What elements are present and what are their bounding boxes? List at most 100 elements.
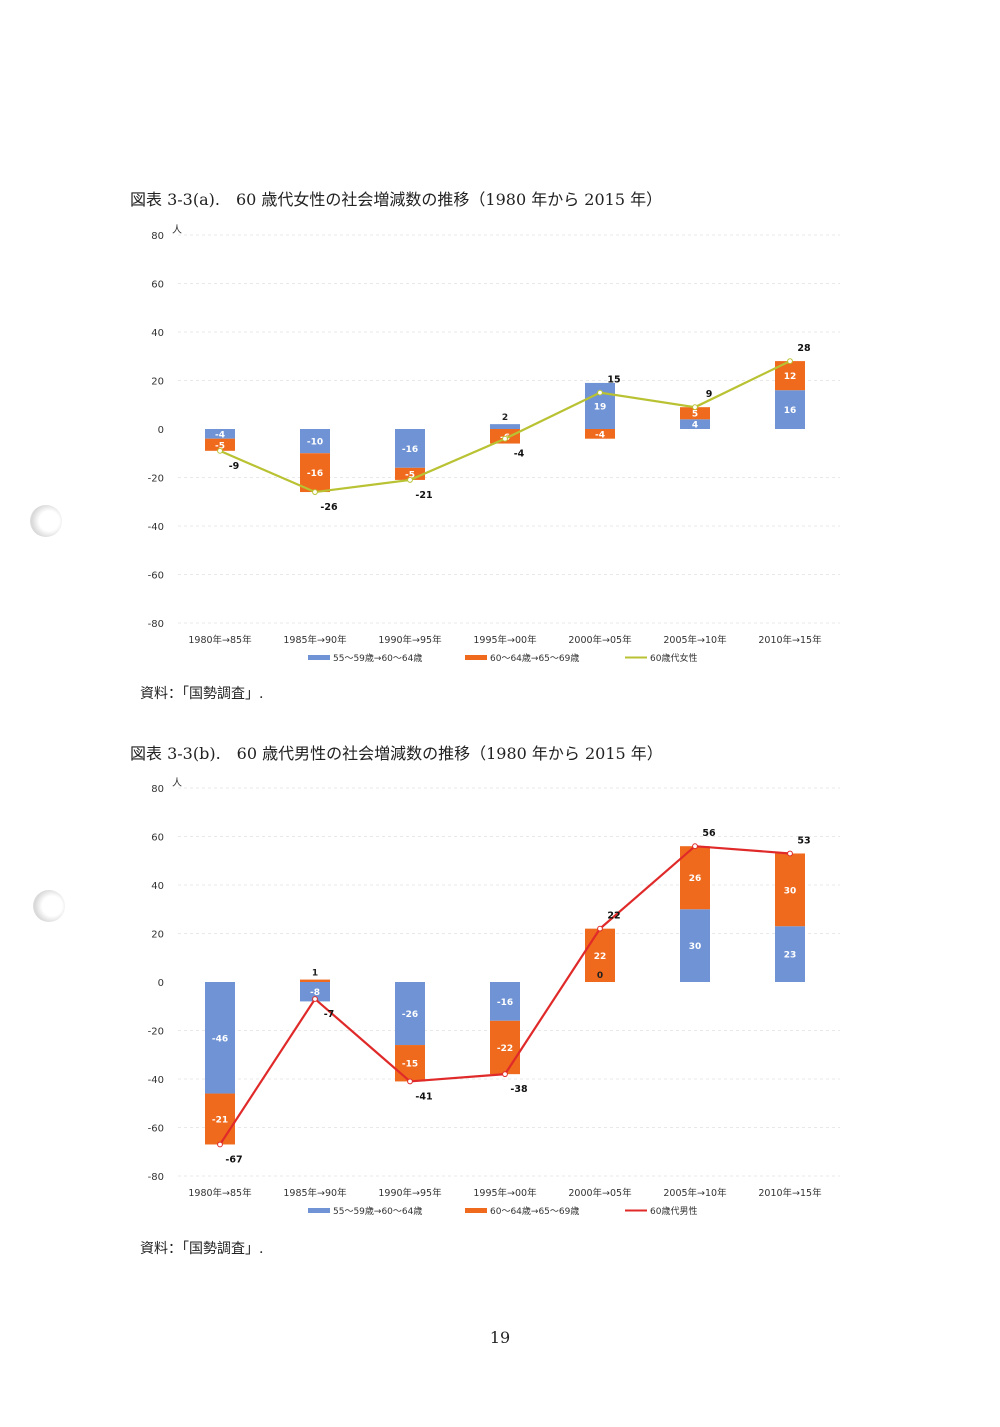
data-label-orange-1: -5 [215,441,225,451]
y-tick-label: 40 [151,328,164,339]
data-label-orange-1: -21 [212,1116,228,1126]
bar-6-orange [680,846,710,910]
figure-a-title: 図表 3-3(a). 60 歳代女性の社会増減数の推移（1980 年から 201… [130,190,663,209]
line-data-label: -9 [229,461,240,472]
y-tick-label: 60 [151,833,164,844]
figure-b-source: 資料：「国勢調査」. [140,1241,264,1257]
bar-6-orange [680,407,710,420]
line-point [597,925,603,932]
x-category-label: 2010年→15年 [758,1187,822,1199]
y-tick-label: -40 [148,1075,164,1086]
x-category-label: 2000年→05年 [568,634,632,646]
legend-label: 60～64歳→65～69歳 [490,652,579,664]
bar-3-blue [395,429,425,468]
bar-4-blue [490,424,520,429]
line-point [692,404,698,411]
x-category-label: 1985年→90年 [283,1187,347,1199]
bar-7-blue [775,926,805,982]
line-point [217,1141,223,1148]
legend-swatch [308,1208,330,1213]
y-tick-label: 0 [158,425,164,436]
data-label-orange-6: 26 [689,874,702,884]
x-category-label: 2000年→05年 [568,1187,632,1199]
scan-shadow-1 [30,505,62,537]
line-point [312,996,318,1002]
data-label-blue-3: -26 [402,1010,418,1020]
legend-label: 55～59歳→60～64歳 [333,652,422,664]
legend-label: 60歳代女性 [650,652,697,664]
data-label-blue-1: -46 [212,1034,228,1044]
data-label-orange-3: -15 [402,1060,418,1070]
line-data-label: -7 [324,1009,335,1020]
x-category-label: 2010年→15年 [758,634,822,646]
line-data-label: -21 [415,490,432,501]
y-tick-label: 80 [151,784,164,795]
line-point [787,358,793,365]
data-label-orange-7: 30 [784,886,797,896]
y-tick-label: -40 [148,522,164,533]
bar-7-blue [775,390,805,429]
line-data-label: 53 [797,835,810,846]
line-data-label: 56 [702,828,716,839]
data-label-orange-5: 22 [594,952,607,962]
data-label-orange-2: 1 [312,969,318,979]
data-label-blue-5: 0 [597,971,603,981]
y-tick-label: 0 [158,978,164,989]
x-category-label: 1990年→95年 [378,634,442,646]
data-label-blue-5: 19 [594,402,607,412]
bar-4-orange [490,1020,520,1075]
bar-1-blue [205,429,235,439]
line-point [597,389,603,396]
x-category-label: 1990年→95年 [378,1187,442,1199]
bar-2-orange [300,979,330,982]
bar-1-blue [205,982,235,1094]
bar-2-blue [300,429,330,454]
line-data-label: 15 [607,375,620,386]
x-category-label: 1995年→00年 [473,634,537,646]
y-tick-label: 40 [151,881,164,892]
data-label-blue-2: -8 [310,988,320,998]
x-category-label: 1980年→85年 [188,1187,252,1199]
y-tick-label: -20 [148,1027,164,1038]
line-data-label: -38 [510,1084,528,1095]
bar-5-orange [585,928,615,982]
data-label-orange-6: 5 [692,410,698,420]
data-label-blue-3: -16 [402,445,418,455]
line-point [407,477,413,483]
y-tick-label: 20 [151,377,164,388]
x-category-label: 2005年→10年 [663,1187,727,1199]
chart-a: 806040200-20-40-60-80人-4-51980年→85年-10-1… [148,224,840,664]
legend-label: 55～59歳→60～64歳 [333,1205,422,1217]
y-tick-label: -60 [148,1124,164,1135]
y-axis-unit-label: 人 [172,777,182,789]
legend-swatch [308,655,330,660]
line-data-label: -41 [415,1091,432,1102]
line-point [407,1078,413,1085]
y-tick-label: -80 [148,619,164,630]
y-tick-label: 20 [151,930,164,941]
y-tick-label: 80 [151,231,164,242]
data-label-orange-3: -5 [405,470,415,480]
data-label-orange-5: -4 [595,430,605,440]
line-point [502,1071,508,1078]
data-label-blue-7: 16 [784,406,797,416]
x-category-label: 1985年→90年 [283,634,347,646]
figure-a-source: 資料：「国勢調査」. [140,686,264,702]
x-category-label: 1995年→00年 [473,1187,537,1199]
scan-shadow-2 [33,890,65,922]
bar-2-orange [300,453,330,493]
bar-3-blue [395,982,425,1046]
y-tick-label: 60 [151,280,164,291]
bar-1-orange [205,1093,235,1145]
data-label-orange-7: 12 [784,372,797,382]
bar-2-blue [300,982,330,1002]
line-data-label: -26 [320,502,338,513]
line-point [787,850,793,857]
page-number: 19 [489,1328,511,1347]
x-category-label: 1980年→85年 [188,634,252,646]
bar-3-orange [395,1045,425,1082]
bar-4-blue [490,982,520,1021]
data-label-blue-6: 30 [689,942,702,952]
data-label-blue-4: 2 [502,413,508,423]
line-data-label: 22 [607,911,620,922]
